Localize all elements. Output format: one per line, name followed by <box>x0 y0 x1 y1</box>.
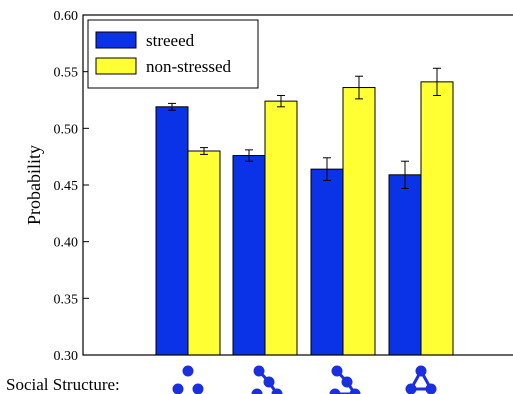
y-tick-label: 0.60 <box>54 9 79 24</box>
error-bar <box>323 157 331 181</box>
bar-non-stressed-3 <box>342 87 376 356</box>
legend-label: streeed <box>146 31 195 50</box>
error-bar <box>200 147 208 155</box>
bar-stressed-3 <box>310 168 344 356</box>
legend-swatch <box>95 31 137 49</box>
triangle-nodes-icon <box>405 365 437 394</box>
error-bar <box>433 67 441 96</box>
bar-non-stressed-4 <box>420 81 454 356</box>
legend-box <box>87 19 259 89</box>
legend-swatch <box>95 57 137 75</box>
bar-stressed-1 <box>155 106 189 356</box>
error-bar <box>355 75 363 100</box>
error-bar <box>168 102 176 111</box>
chain-nodes-icon <box>251 365 283 394</box>
y-tick-label: 0.35 <box>54 292 79 307</box>
error-bar <box>277 94 285 108</box>
y-axis: 0.30 0.35 0.40 0.45 0.50 0.55 0.60 <box>54 9 89 364</box>
y-axis-label: Probability <box>24 145 44 225</box>
y-tick-label: 0.50 <box>54 122 79 137</box>
bar-stressed-4 <box>388 174 422 356</box>
legend-label: non-stressed <box>146 57 231 76</box>
y-tick-label: 0.45 <box>54 179 79 194</box>
error-bars-layer <box>168 67 441 189</box>
bar-non-stressed-2 <box>264 100 298 356</box>
error-bar <box>245 149 253 162</box>
triangle-tail-icon <box>329 365 361 394</box>
y-tick-label: 0.30 <box>54 349 79 364</box>
bars-layer <box>155 81 454 356</box>
error-bar <box>401 160 409 189</box>
three-nodes-icon <box>172 365 204 394</box>
x-axis-label: Social Structure: <box>6 375 120 394</box>
bar-non-stressed-1 <box>187 150 221 356</box>
bar-stressed-2 <box>232 155 266 356</box>
legend: streeed non-stressed <box>87 19 259 89</box>
y-tick-label: 0.55 <box>54 66 79 81</box>
y-tick-label: 0.40 <box>54 236 79 251</box>
category-icons <box>172 365 437 394</box>
